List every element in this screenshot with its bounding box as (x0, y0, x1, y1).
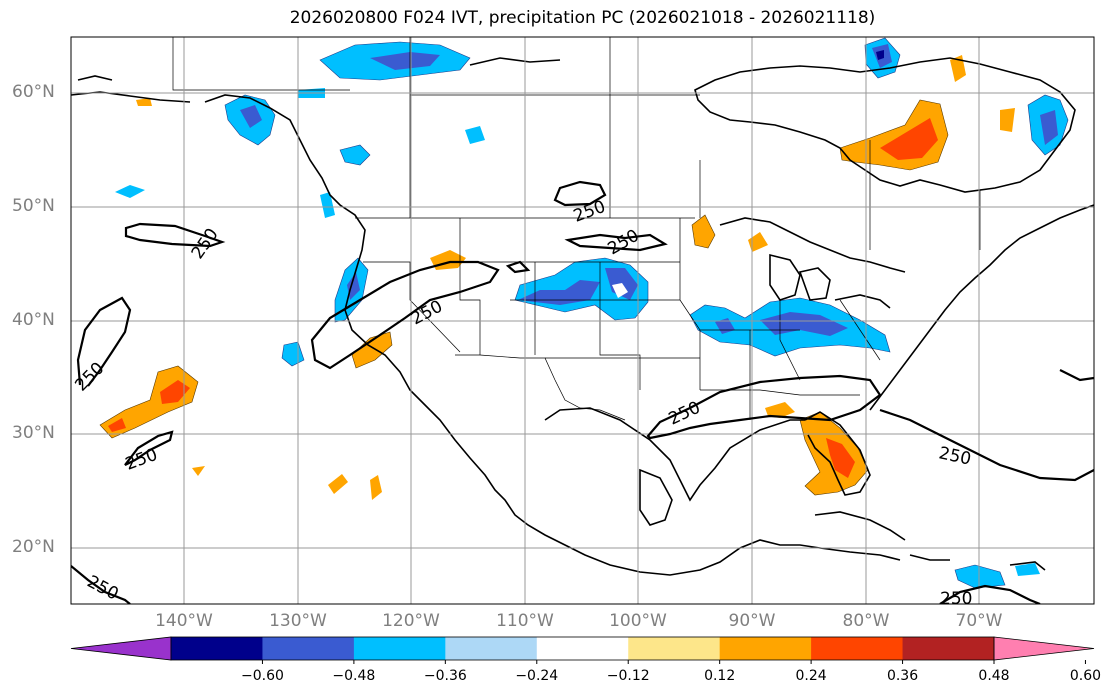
colorbar-bin (353, 637, 446, 660)
lat-label-50n: 50°N (12, 196, 55, 216)
lon-label-140w: 140°W (155, 611, 213, 631)
lat-label-30n: 30°N (12, 423, 55, 443)
coastlines (71, 57, 1094, 576)
ivt-contours (71, 180, 1094, 604)
lon-label-130w: 130°W (269, 611, 327, 631)
lon-label-90w: 90°W (728, 611, 776, 631)
colorbar-outline (170, 636, 995, 661)
colorbar-bin (811, 637, 904, 660)
colorbar-bin (171, 637, 263, 660)
contour-label: 250 (940, 589, 972, 609)
colorbar-tick-label: −0.36 (423, 668, 467, 684)
map-title: 2026020800 F024 IVT, precipitation PC (2… (289, 8, 876, 28)
lat-label-60n: 60°N (12, 82, 55, 102)
lat-label-20n: 20°N (12, 537, 55, 557)
colorbar-bin (536, 637, 629, 660)
lon-label-120w: 120°W (382, 611, 440, 631)
graticule (71, 37, 1094, 604)
lon-label-110w: 110°W (496, 611, 554, 631)
political-borders (172, 37, 981, 421)
map-panel (71, 37, 1094, 604)
lon-label-80w: 80°W (842, 611, 890, 631)
colorbar-extend-high (993, 636, 1095, 661)
colorbar-tick-label: 0.12 (704, 668, 736, 684)
colorbar-bin (445, 637, 538, 660)
lon-label-100w: 100°W (609, 611, 667, 631)
lat-label-40n: 40°N (12, 310, 55, 330)
colorbar-tick-label: −0.60 (240, 668, 284, 684)
colorbar-extend-low (70, 636, 172, 661)
colorbar-tick-label: 0.60 (1069, 668, 1102, 684)
colorbar-tick-label: −0.48 (332, 668, 376, 684)
colorbar-tick-label: −0.12 (606, 668, 650, 684)
colorbar-tick-label: 0.24 (795, 668, 827, 684)
colorbar-tick-label: −0.24 (515, 668, 559, 684)
colorbar-tick-label: 0.36 (886, 668, 919, 684)
colorbar-bin (719, 637, 812, 660)
colorbar-bin (262, 637, 355, 660)
lon-label-70w: 70°W (955, 611, 1003, 631)
colorbar (70, 636, 1095, 664)
colorbar-bin (628, 637, 721, 660)
colorbar-tick-label: 0.48 (978, 668, 1010, 684)
map-frame (70, 36, 1095, 605)
colorbar-bin (902, 637, 995, 660)
precip-shading (99, 37, 1069, 589)
